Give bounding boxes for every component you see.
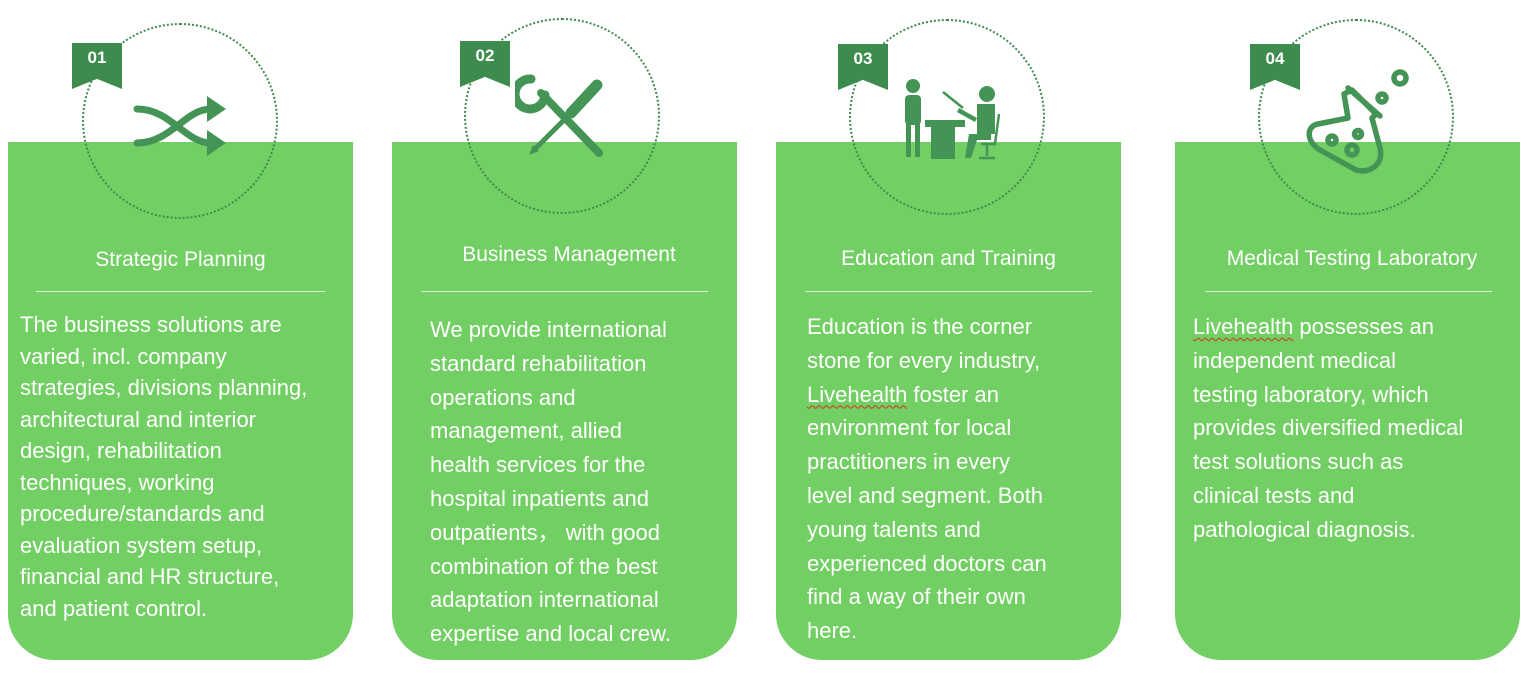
icon-ring — [82, 23, 278, 219]
text-line: young talents and — [807, 516, 981, 542]
spellcheck-word: Livehealth — [1193, 314, 1294, 339]
card-title: Strategic Planning — [95, 248, 266, 271]
text-line: varied, incl. company — [20, 343, 227, 369]
card-number-badge: 02 — [460, 41, 510, 87]
text-line: health services for the — [430, 452, 646, 478]
text-line: We provide international — [430, 317, 667, 342]
text-line: management, allied — [430, 418, 623, 444]
card-divider — [1205, 291, 1492, 292]
card-description: Livehealth possesses an independent medi… — [1193, 310, 1463, 547]
text-line: testing laboratory, which — [1193, 381, 1429, 407]
spellcheck-word: Livehealth — [807, 381, 908, 407]
service-card-strategic-planning — [8, 142, 353, 660]
card-divider — [36, 291, 325, 292]
text-line: environment for local — [807, 415, 1012, 441]
text-line: Education is the corner — [807, 314, 1033, 339]
text-line: provides diversified medical — [1193, 415, 1464, 441]
text-line: experienced doctors can — [807, 550, 1047, 576]
text-line: design, rehabilitation — [20, 438, 222, 463]
text-line: architectural and interior — [20, 406, 257, 432]
service-card-medical-testing — [1175, 142, 1520, 660]
lab-flask-icon — [1306, 69, 1409, 174]
text-line: independent medical — [1193, 347, 1397, 373]
text-line: procedure/standards and — [20, 501, 265, 526]
card-divider — [421, 291, 708, 292]
text-line: Livehealth foster an — [807, 381, 1000, 407]
text-line: The business solutions are — [20, 312, 282, 337]
teacher-student-icon — [905, 79, 1001, 160]
text-line: adaptation international — [430, 587, 659, 613]
card-description: Education is the corner stone for every … — [807, 310, 1047, 648]
card-description: The business solutions are varied, incl.… — [20, 309, 307, 624]
text-line: clinical tests and — [1193, 482, 1355, 508]
text-line: outpatients， with good — [430, 519, 660, 545]
card-description: We provide international standard rehabi… — [430, 313, 671, 651]
card-title: Education and Training — [841, 247, 1056, 270]
text-line: operations and — [430, 384, 576, 410]
text-line: financial and HR structure, — [20, 564, 280, 589]
icon-ring — [1258, 19, 1454, 215]
text-line: pathological diagnosis. — [1193, 516, 1416, 542]
icon-ring — [849, 19, 1045, 215]
card-title: Medical Testing Laboratory — [1226, 247, 1478, 270]
text-line: standard rehabilitation — [430, 350, 647, 376]
icon-ring — [464, 18, 660, 214]
text-line: here. — [807, 618, 858, 644]
text-line: Livehealth possesses an — [1193, 314, 1434, 339]
text-line: and patient control. — [20, 595, 208, 621]
text-line: practitioners in every — [807, 449, 1010, 475]
text-line: evaluation system setup, — [20, 532, 263, 558]
shuffle-arrows-icon — [133, 96, 226, 156]
card-divider — [805, 291, 1092, 292]
text-line: test solutions such as — [1193, 449, 1404, 475]
text-line: strategies, divisions planning, — [20, 375, 308, 400]
service-card-business-management — [392, 142, 737, 660]
text-line: find a way of their own — [807, 584, 1026, 610]
wrench-screwdriver-icon — [515, 74, 603, 157]
service-card-education-training — [776, 142, 1121, 660]
card-title: Business Management — [462, 243, 676, 266]
text-line: expertise and local crew. — [430, 621, 671, 647]
text-line: stone for every industry, — [807, 347, 1041, 373]
text-line: level and segment. Both — [807, 482, 1044, 508]
text-line: hospital inpatients and — [430, 485, 649, 511]
text-line: combination of the best — [430, 553, 658, 579]
text-line: techniques, working — [20, 469, 215, 495]
